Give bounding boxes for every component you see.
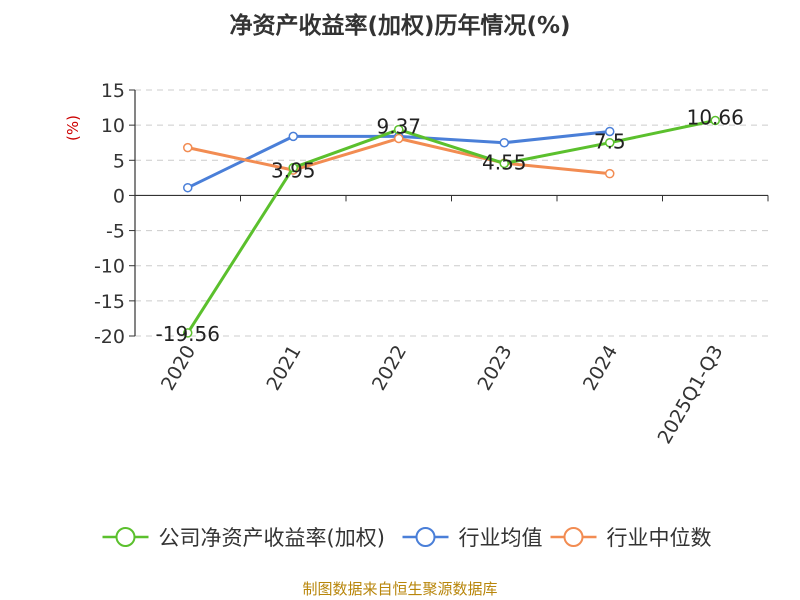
data-point [394, 133, 404, 144]
chart-title: 净资产收益率(加权)历年情况(%) [229, 13, 571, 39]
y-tick-label: 0 [113, 185, 125, 207]
y-tick-label: -15 [94, 291, 125, 313]
x-tick-label: 2022 [368, 342, 411, 395]
series-line [186, 119, 716, 334]
legend-label: 行业中位数 [607, 526, 712, 550]
data-point [605, 126, 615, 137]
x-tick-label: 2020 [157, 342, 200, 395]
legend-swatch-marker [415, 527, 436, 547]
y-tick-label: -5 [106, 221, 125, 243]
y-tick-label: 15 [101, 80, 125, 102]
data-point [183, 182, 193, 193]
data-label: 7.5 [594, 130, 626, 154]
legend-label: 公司净资产收益率(加权) [159, 526, 385, 550]
data-point [183, 328, 193, 338]
data-point [183, 142, 193, 153]
y-tick-label: -10 [94, 256, 125, 278]
y-tick-label: 10 [101, 115, 125, 137]
legend-swatch-marker [563, 527, 584, 547]
data-point [499, 158, 509, 169]
data-label: 4.55 [482, 150, 527, 174]
x-tick-label: 2023 [473, 342, 516, 395]
y-axis-label: (%) [64, 115, 82, 141]
data-point [605, 137, 615, 148]
source-note: 制图数据来自恒生聚源数据库 [302, 580, 498, 598]
x-tick-label: 2021 [262, 342, 305, 395]
data-label: 9.37 [376, 115, 421, 139]
x-tick-label: 2024 [579, 342, 622, 395]
legend-swatch-marker [115, 527, 136, 547]
data-point [499, 137, 509, 148]
legend-label: 行业均值 [459, 526, 543, 550]
data-point [394, 124, 404, 135]
y-tick-label: 5 [113, 150, 125, 172]
data-point [288, 162, 298, 173]
data-point [605, 168, 615, 179]
x-tick-label: 2025Q1-Q3 [654, 342, 728, 448]
data-label: -19.56 [156, 322, 220, 346]
data-label: 3.95 [271, 159, 316, 183]
data-point [288, 131, 298, 142]
y-tick-label: -20 [94, 326, 125, 348]
data-label: 10.66 [687, 106, 744, 130]
data-point [710, 115, 720, 126]
